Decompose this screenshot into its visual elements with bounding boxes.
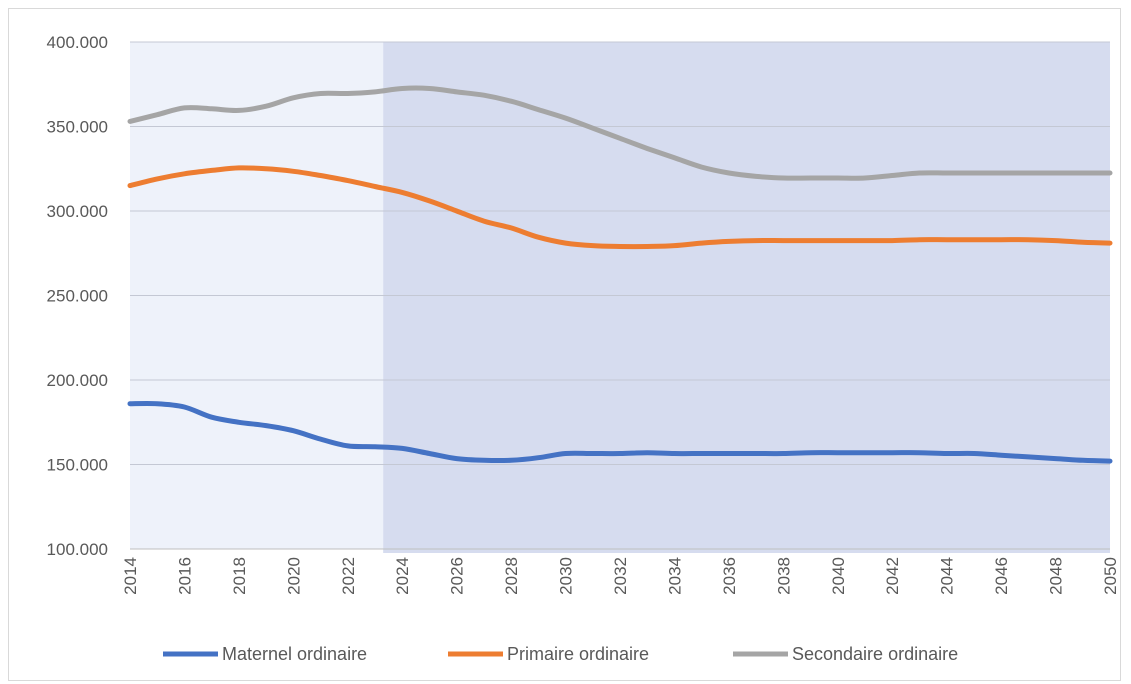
x-tick-label: 2016: [175, 557, 194, 595]
x-tick-label: 2014: [121, 557, 140, 595]
legend: Maternel ordinaire Primaire ordinaire Seco…: [163, 644, 958, 664]
x-tick-label: 2020: [284, 557, 303, 595]
x-tick-label: 2034: [665, 557, 684, 595]
x-tick-label: 2040: [829, 557, 848, 595]
y-axis: 100.000 150.000 200.000 250.000 300.000 350.0…: [47, 33, 108, 559]
x-tick-label: 2048: [1047, 557, 1066, 595]
x-tick-label: 2044: [938, 557, 957, 595]
series-line-secondaire-ordinaire: [127, 85, 1113, 181]
x-axis: 2014 2016 2018 2020 2022 2024 2026 2028 2030 2032…: [121, 557, 1120, 595]
x-tick-label: 2042: [883, 557, 902, 595]
y-tick-label: 250.000: [47, 287, 108, 306]
x-tick-label: 2032: [611, 557, 630, 595]
y-tick-label: 300.000: [47, 202, 108, 221]
y-tick-label: 400.000: [47, 33, 108, 52]
x-tick-label: 2038: [774, 557, 793, 595]
series-lines: [127, 85, 1113, 464]
x-tick-label: 2036: [720, 557, 739, 595]
y-tick-label: 200.000: [47, 371, 108, 390]
x-tick-label: 2022: [339, 557, 358, 595]
legend-label-secondaire-ordinaire: Secondaire ordinaire: [792, 644, 958, 664]
y-tick-label: 150.000: [47, 456, 108, 475]
series-line-maternel-ordinaire: [127, 400, 1113, 464]
gridlines: [130, 41, 1110, 550]
x-tick-label: 2050: [1101, 557, 1120, 595]
y-tick-label: 100.000: [47, 540, 108, 559]
x-tick-label: 2046: [992, 557, 1011, 595]
x-tick-label: 2024: [393, 557, 412, 595]
x-tick-label: 2026: [448, 557, 467, 595]
x-tick-label: 2028: [502, 557, 521, 595]
legend-label-primaire-ordinaire: Primaire ordinaire: [507, 644, 649, 664]
projection-period-background: [383, 42, 1111, 553]
x-tick-label: 2030: [557, 557, 576, 595]
legend-label-maternel-ordinaire: Maternel ordinaire: [222, 644, 367, 664]
series-line-primaire-ordinaire: [127, 165, 1113, 250]
x-tick-label: 2018: [230, 557, 249, 595]
y-tick-label: 350.000: [47, 118, 108, 137]
plot-background: [130, 42, 1111, 553]
